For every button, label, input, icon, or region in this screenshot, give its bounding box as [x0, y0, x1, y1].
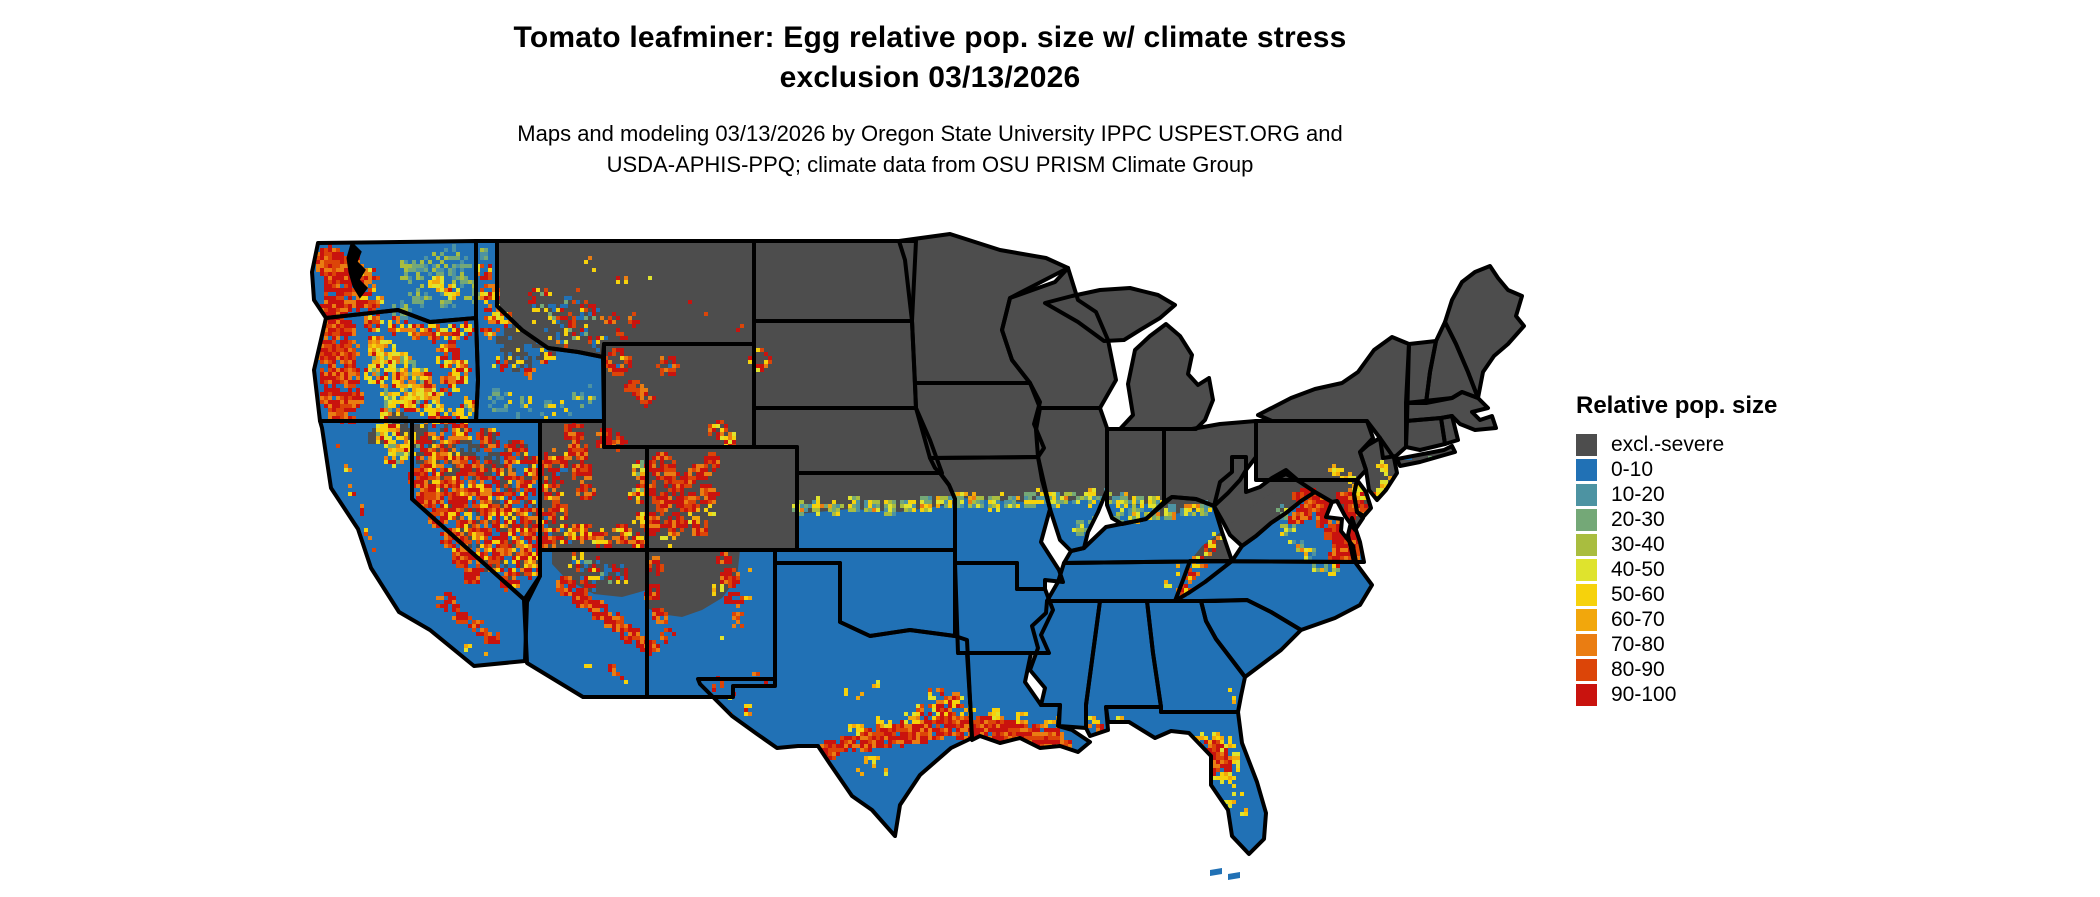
- legend-class-label: 50-60: [1611, 583, 1665, 606]
- legend-class-label: excl.-severe: [1611, 433, 1725, 456]
- legend-item: 50-60: [1576, 583, 1876, 606]
- legend-color-swatch: [1576, 484, 1597, 506]
- legend-class-label: 30-40: [1611, 533, 1665, 556]
- legend-color-swatch: [1576, 684, 1597, 706]
- legend-color-swatch: [1576, 534, 1597, 556]
- map-subtitle: Maps and modeling 03/13/2026 by Oregon S…: [230, 118, 1630, 180]
- legend-item: 90-100: [1576, 683, 1876, 706]
- legend-item: 20-30: [1576, 508, 1876, 531]
- legend-class-label: 40-50: [1611, 558, 1665, 581]
- legend-title: Relative pop. size: [1576, 392, 1778, 419]
- legend-color-swatch: [1576, 559, 1597, 581]
- legend-color-swatch: [1576, 584, 1597, 606]
- legend-class-label: 90-100: [1611, 683, 1677, 706]
- legend-item: 70-80: [1576, 633, 1876, 656]
- legend-color-swatch: [1576, 459, 1597, 481]
- legend-class-label: 80-90: [1611, 658, 1665, 681]
- legend-class-label: 70-80: [1611, 633, 1665, 656]
- legend-color-swatch: [1576, 509, 1597, 531]
- legend-class-label: 20-30: [1611, 508, 1665, 531]
- legend-class-label: 10-20: [1611, 483, 1665, 506]
- map-title-line2: exclusion 03/13/2026: [779, 61, 1081, 94]
- legend-class-label: 60-70: [1611, 608, 1665, 631]
- map-subtitle-line2: USDA-APHIS-PPQ; climate data from OSU PR…: [606, 152, 1254, 177]
- legend-color-swatch: [1576, 434, 1597, 456]
- map-title: Tomato leafminer: Egg relative pop. size…: [230, 18, 1630, 98]
- legend-class-label: 0-10: [1611, 458, 1654, 481]
- legend-item: 10-20: [1576, 483, 1876, 506]
- legend: Relative pop. size excl.-severe 0-10 10-20…: [1576, 392, 1876, 709]
- legend-item: 60-70: [1576, 608, 1876, 631]
- legend-item: 0-10: [1576, 458, 1876, 481]
- map-subtitle-line1: Maps and modeling 03/13/2026 by Oregon S…: [517, 121, 1343, 146]
- legend-item: excl.-severe: [1576, 433, 1876, 456]
- legend-items: excl.-severe 0-10 10-20 20-30 30-40 40-50 50-6…: [1576, 433, 1876, 706]
- legend-item: 40-50: [1576, 558, 1876, 581]
- map-title-line1: Tomato leafminer: Egg relative pop. size…: [513, 21, 1347, 54]
- legend-color-swatch: [1576, 634, 1597, 656]
- legend-item: 30-40: [1576, 533, 1876, 556]
- legend-item: 80-90: [1576, 658, 1876, 681]
- legend-color-swatch: [1576, 609, 1597, 631]
- legend-color-swatch: [1576, 659, 1597, 681]
